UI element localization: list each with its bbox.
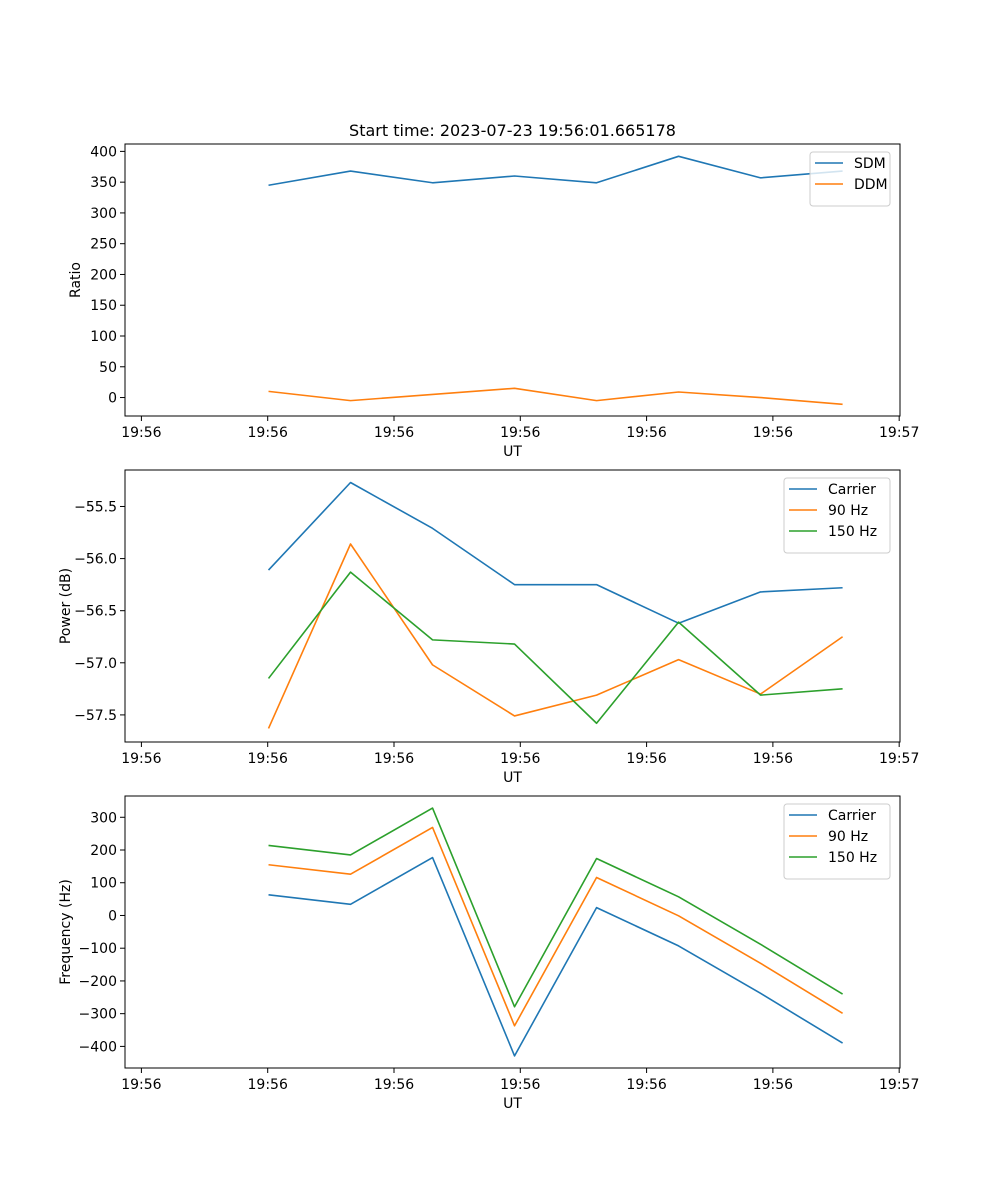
x-tick-label: 19:57	[879, 1077, 919, 1093]
y-tick-label: −100	[79, 941, 117, 957]
x-axis-label: UT	[503, 444, 522, 460]
series-line-carrier	[268, 856, 844, 1057]
y-tick-label: −200	[79, 974, 117, 990]
chart-panels: 0 50 100 150 200 250 300 350 400 19:56 19:56 19:56 1…	[58, 143, 919, 1112]
legend-box	[783, 803, 891, 880]
x-tick-label: 19:56	[626, 425, 666, 441]
series-line-90-hz	[267, 543, 844, 729]
y-tick-label: 150	[90, 298, 117, 314]
y-tick-label: 0	[108, 391, 117, 407]
y-tick-label: 0	[108, 908, 117, 924]
chart-panel-2: −57.5 −57.0 −56.5 −56.0 −55.5 19:56 19:56 19:56…	[58, 469, 919, 786]
legend-label: DDM	[854, 177, 888, 193]
series-line-90-hz	[268, 826, 844, 1027]
legend-label: SDM	[854, 156, 886, 172]
x-tick-label: 19:57	[879, 425, 919, 441]
series-line-150-hz	[268, 807, 844, 1008]
y-axis-label: Frequency (Hz)	[58, 879, 74, 985]
legend-label: 90 Hz	[828, 829, 868, 845]
y-tick-label: 350	[90, 175, 117, 191]
plot-frame	[124, 795, 901, 1069]
y-tick-label: −56.5	[74, 604, 117, 620]
y-tick-label: −300	[79, 1007, 117, 1023]
legend-label: 90 Hz	[828, 503, 868, 519]
x-tick-label: 19:56	[374, 425, 414, 441]
x-tick-label: 19:56	[626, 751, 666, 767]
x-tick-label: 19:56	[500, 1077, 540, 1093]
x-axis-label: UT	[503, 1096, 522, 1112]
plot-frame	[124, 469, 901, 743]
legend-box	[809, 151, 891, 207]
x-tick-label: 19:56	[248, 1077, 288, 1093]
legend-label: Carrier	[828, 808, 876, 824]
x-tick-label: 19:56	[121, 1077, 161, 1093]
legend-box	[783, 477, 891, 554]
y-tick-label: −56.0	[74, 552, 117, 568]
x-tick-label: 19:56	[248, 425, 288, 441]
y-tick-label: −57.5	[74, 708, 117, 724]
x-tick-label: 19:56	[121, 751, 161, 767]
y-tick-label: 200	[90, 267, 117, 283]
x-tick-label: 19:56	[374, 751, 414, 767]
legend: Carrier 90 Hz 150 Hz	[783, 803, 891, 880]
x-axis-label: UT	[503, 770, 522, 786]
y-tick-label: 100	[90, 876, 117, 892]
x-tick-label: 19:56	[248, 751, 288, 767]
series-line-150-hz	[267, 571, 843, 725]
x-tick-label: 19:56	[500, 425, 540, 441]
y-tick-label: 300	[90, 810, 117, 826]
series-line-sdm	[268, 155, 843, 187]
figure-title: Start time: 2023-07-23 19:56:01.665178	[349, 121, 676, 140]
chart-panel-3: −400 −300 −200 −100 0 100 200 300 19:56 19:56 19:5…	[58, 795, 919, 1112]
x-tick-label: 19:56	[374, 1077, 414, 1093]
y-tick-label: 400	[90, 144, 117, 160]
x-tick-label: 19:56	[500, 751, 540, 767]
x-tick-label: 19:56	[626, 1077, 666, 1093]
x-tick-label: 19:56	[753, 1077, 793, 1093]
y-tick-label: 250	[90, 237, 117, 253]
x-tick-label: 19:56	[753, 425, 793, 441]
y-axis-label: Ratio	[68, 262, 84, 298]
y-axis-label: Power (dB)	[58, 568, 74, 644]
y-tick-label: 50	[99, 360, 117, 376]
legend: SDM DDM	[809, 151, 891, 207]
y-tick-label: 100	[90, 329, 117, 345]
y-tick-label: 300	[90, 206, 117, 222]
x-tick-label: 19:56	[753, 751, 793, 767]
y-tick-label: −57.0	[74, 656, 117, 672]
legend: Carrier 90 Hz 150 Hz	[783, 477, 891, 554]
series-line-ddm	[268, 387, 843, 406]
x-tick-label: 19:57	[879, 751, 919, 767]
series-line-carrier	[267, 481, 843, 625]
legend-label: 150 Hz	[828, 850, 877, 866]
plot-frame	[124, 143, 901, 417]
x-tick-label: 19:56	[121, 425, 161, 441]
y-tick-label: −55.5	[74, 499, 117, 515]
legend-label: Carrier	[828, 482, 876, 498]
y-tick-label: 200	[90, 843, 117, 859]
y-tick-label: −400	[79, 1039, 117, 1055]
legend-label: 150 Hz	[828, 524, 877, 540]
chart-panel-1: 0 50 100 150 200 250 300 350 400 19:56 19:56 19:56 1…	[68, 143, 919, 460]
